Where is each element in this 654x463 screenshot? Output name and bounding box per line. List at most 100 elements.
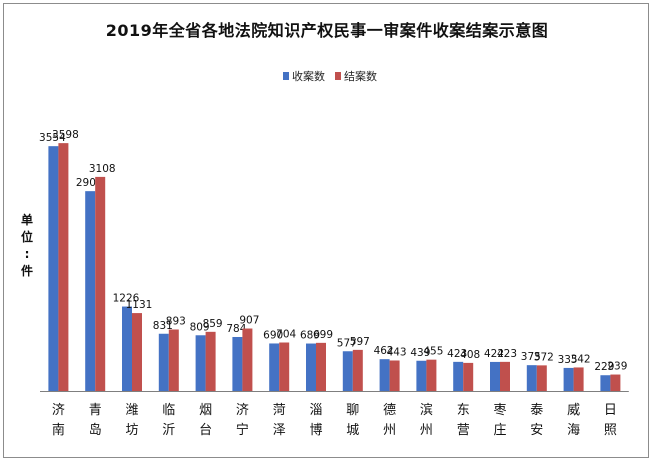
legend-item-received: 收案数 [283, 68, 325, 84]
data-label-received: 462 [374, 345, 394, 357]
x-tick-label: 城 [346, 423, 359, 438]
data-label-received: 3554 [39, 132, 66, 144]
x-tick-label: 宁 [236, 422, 249, 438]
legend-swatch-closed [335, 72, 341, 80]
x-tick-label: 滨 [420, 402, 433, 418]
data-label-closed: 408 [460, 349, 480, 361]
bar-closed [426, 359, 437, 391]
bar-closed [573, 367, 584, 391]
data-label-closed: 3108 [89, 163, 116, 175]
bar-closed [316, 342, 326, 391]
data-label-received: 422 [484, 348, 504, 360]
x-tick-label: 潍 [125, 403, 138, 418]
x-tick-label: 威 [567, 403, 580, 418]
data-label-received: 335 [558, 354, 578, 366]
x-tick-label: 安 [530, 423, 543, 438]
x-tick-label: 岛 [89, 422, 102, 438]
data-label-closed: 455 [423, 346, 443, 358]
bar-closed [389, 360, 400, 391]
y-axis-label-char: : [24, 247, 30, 261]
data-label-closed: 423 [497, 348, 517, 360]
x-tick-label: 庄 [493, 422, 506, 438]
x-tick-label: 南 [52, 422, 65, 438]
bar-closed [168, 329, 179, 391]
bar-received [563, 367, 574, 391]
bar-closed [132, 313, 142, 391]
bar-received [453, 361, 464, 391]
y-axis-label-char: 单 [20, 213, 33, 227]
y-axis-label-char: 位 [20, 230, 33, 244]
bar-closed [536, 365, 547, 391]
bar-closed [95, 176, 106, 391]
x-tick-label: 泽 [273, 423, 286, 438]
y-axis-label-char: 件 [20, 264, 33, 278]
data-label-closed: 597 [350, 336, 370, 348]
bar-received [195, 335, 206, 391]
bar-closed [500, 361, 510, 391]
bar-closed [58, 143, 69, 391]
bar-received [85, 191, 96, 391]
bar-received [122, 306, 132, 391]
bar-closed [352, 349, 363, 391]
data-label-received: 690 [263, 329, 283, 341]
x-tick-label: 博 [309, 423, 322, 438]
legend-item-closed: 结案数 [335, 68, 377, 84]
bar-received [526, 365, 537, 391]
x-tick-label: 照 [604, 423, 617, 438]
data-label-received: 1226 [113, 293, 140, 305]
data-label-received: 577 [337, 337, 357, 349]
legend-label-closed: 结案数 [344, 70, 377, 83]
x-tick-label: 泰 [530, 403, 543, 418]
bar-received [379, 359, 390, 391]
bar-received [269, 343, 280, 391]
x-tick-label: 海 [567, 423, 580, 438]
data-label-closed: 1131 [126, 299, 153, 311]
data-label-closed: 372 [534, 351, 554, 363]
data-label-closed: 342 [571, 353, 591, 365]
bar-received [158, 333, 169, 391]
data-label-closed: 239 [607, 361, 627, 373]
x-tick-label: 聊 [346, 403, 359, 418]
data-label-closed: 704 [276, 329, 296, 341]
bar-closed [610, 374, 621, 391]
x-tick-label: 德 [383, 403, 396, 418]
bar-received [600, 375, 611, 391]
bar-received [490, 361, 500, 391]
bar-closed [205, 331, 216, 391]
legend-label-received: 收案数 [292, 70, 325, 83]
data-label-received: 689 [300, 330, 320, 342]
bar-closed [242, 328, 253, 391]
x-tick-label: 临 [162, 403, 175, 418]
x-tick-label: 东 [457, 403, 470, 418]
data-label-closed: 699 [313, 329, 333, 341]
x-tick-label: 枣 [493, 403, 506, 418]
legend-swatch-received [283, 72, 289, 80]
data-label-closed: 907 [239, 315, 259, 327]
chart-title: 2019年全省各地法院知识产权民事一审案件收案结案示意图 [105, 21, 549, 40]
x-tick-label: 台 [199, 423, 212, 438]
x-tick-label: 青 [89, 403, 102, 418]
bar-received [48, 146, 59, 391]
x-tick-label: 济 [236, 403, 249, 418]
bar-received [342, 351, 353, 391]
x-tick-label: 坊 [125, 423, 138, 438]
data-label-closed: 443 [387, 346, 407, 358]
data-label-closed: 859 [203, 318, 223, 330]
data-label-received: 784 [226, 323, 246, 335]
x-tick-label: 州 [420, 423, 433, 438]
data-label-received: 809 [190, 321, 210, 333]
data-label-closed: 3598 [52, 129, 79, 141]
x-tick-label: 淄 [309, 403, 322, 418]
data-label-received: 423 [447, 348, 467, 360]
data-label-received: 375 [521, 351, 541, 363]
x-tick-label: 日 [604, 403, 617, 418]
x-tick-label: 营 [457, 423, 470, 438]
data-label-received: 229 [594, 361, 614, 373]
bar-closed [463, 362, 474, 391]
x-tick-label: 烟 [199, 403, 212, 418]
data-label-received: 439 [410, 347, 430, 359]
bar-closed [279, 342, 290, 391]
x-tick-label: 沂 [162, 423, 175, 438]
legend: 收案数 结案数 [283, 68, 387, 84]
